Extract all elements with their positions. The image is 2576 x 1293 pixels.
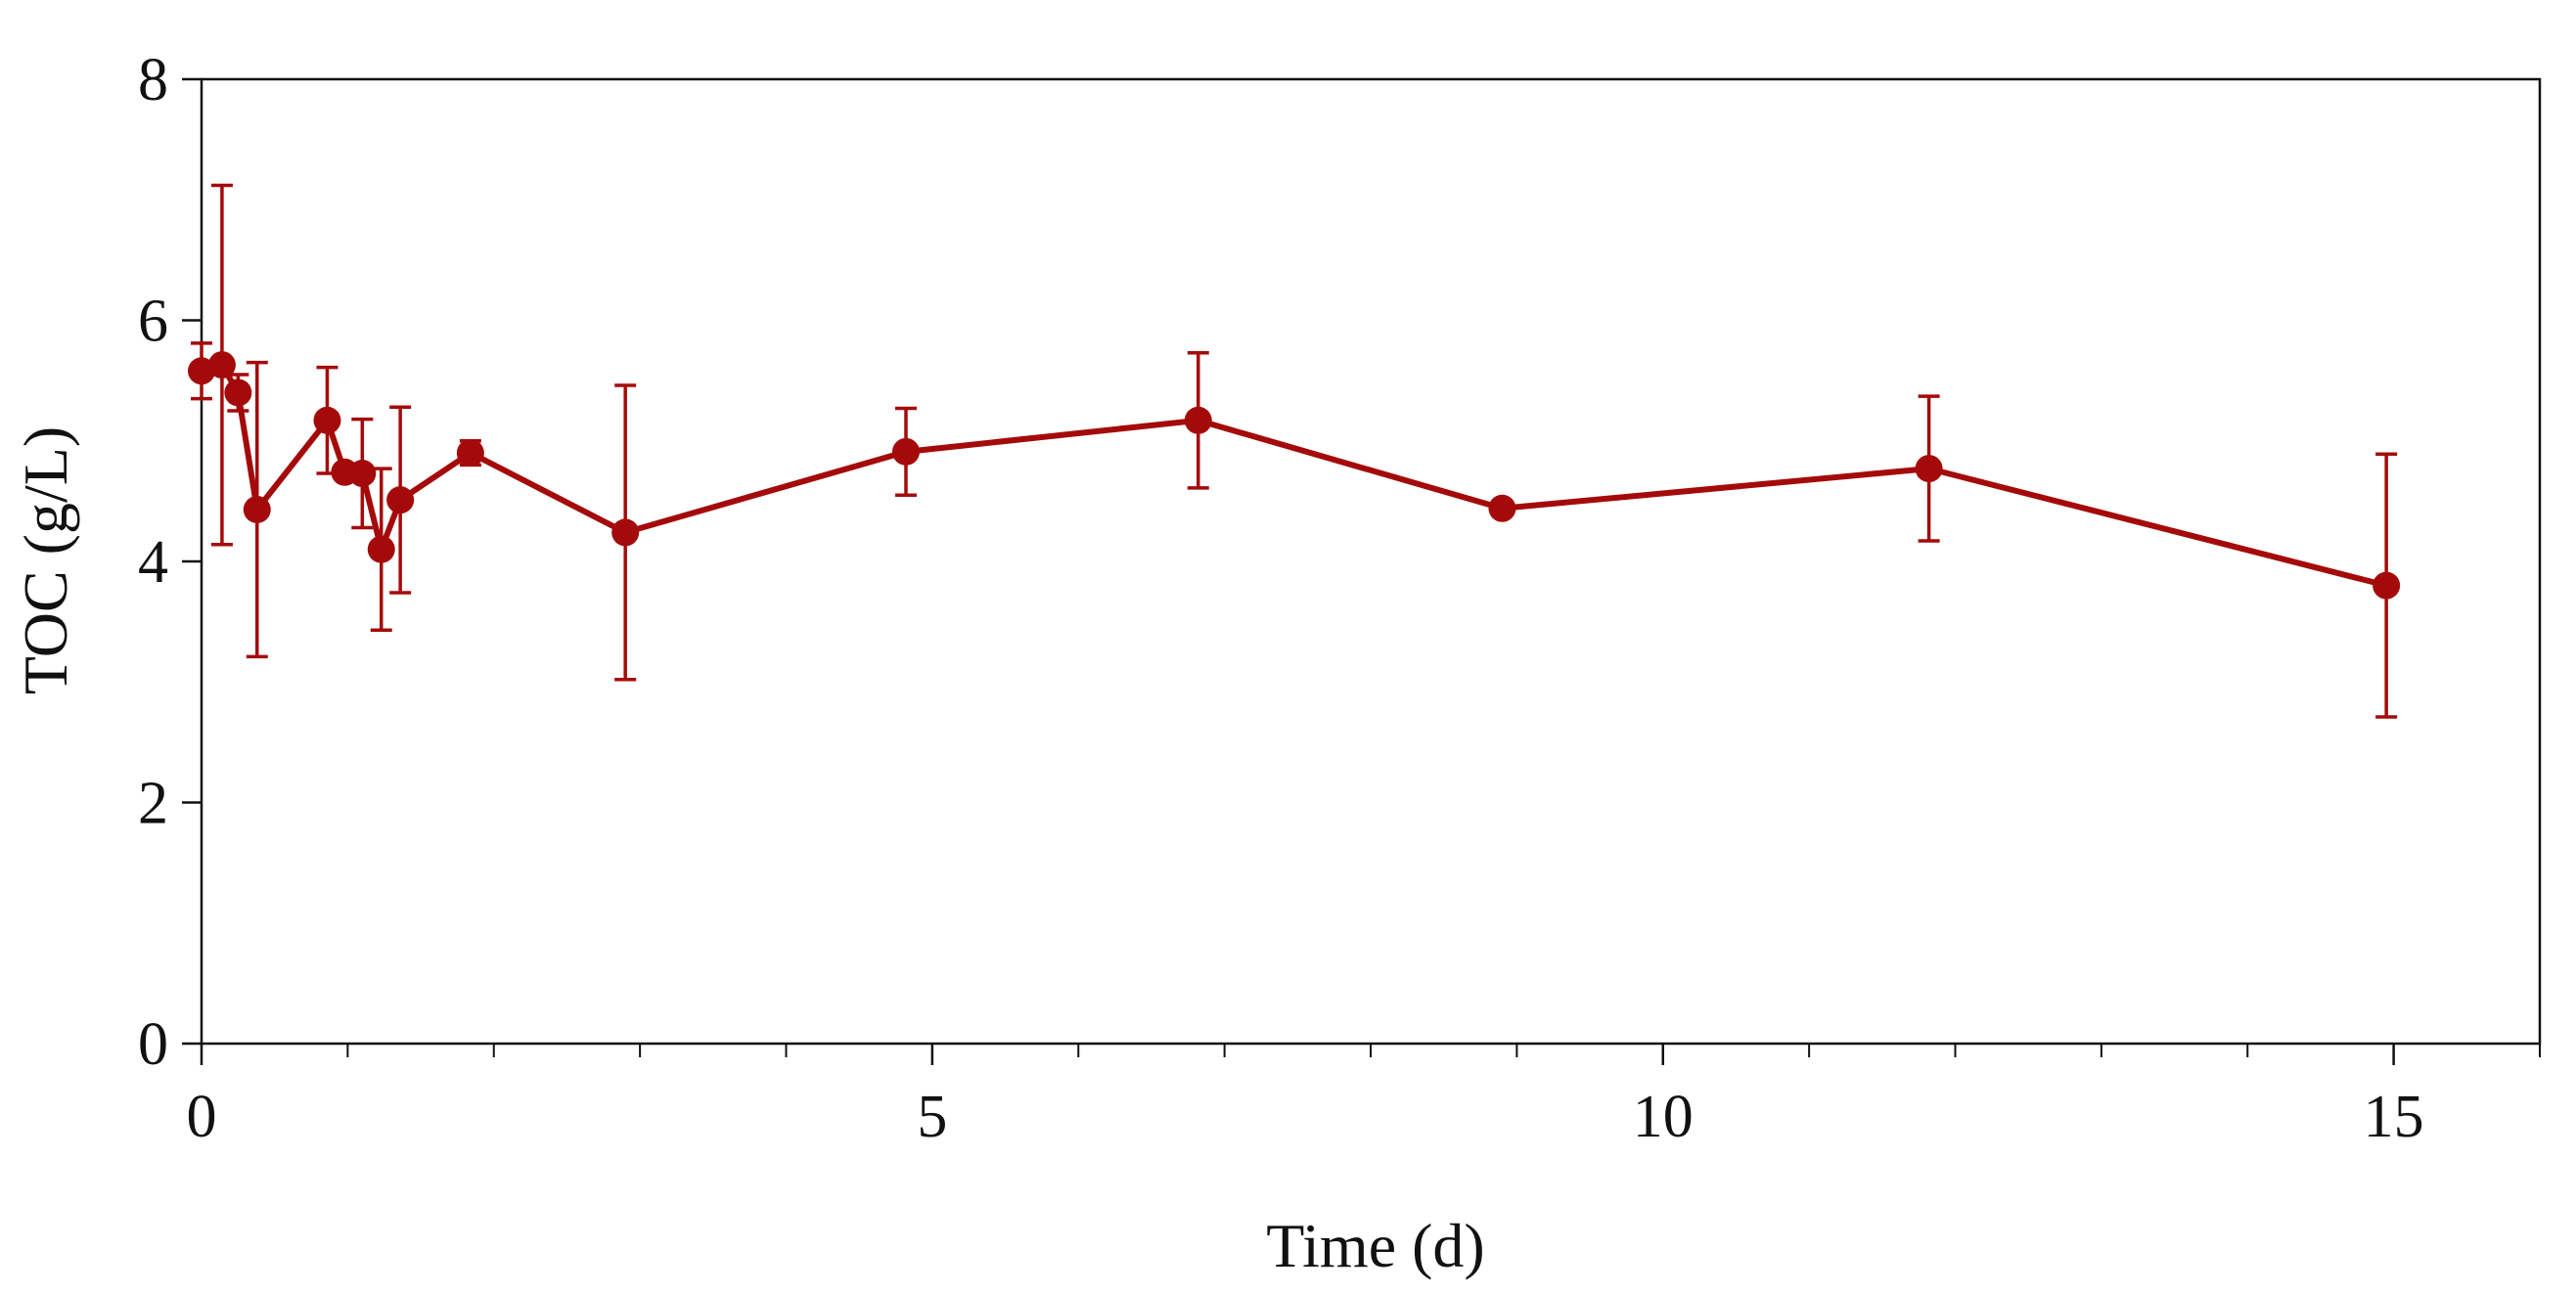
x-axis-title: Time (d): [1266, 1211, 1484, 1280]
x-tick-label: 15: [2364, 1084, 2424, 1150]
data-point: [243, 496, 271, 524]
data-point: [313, 406, 341, 434]
data-point: [386, 486, 415, 514]
y-tick-label: 0: [138, 1011, 168, 1078]
y-tick-label: 6: [138, 289, 168, 355]
plot-frame: [200, 77, 2542, 1046]
data-point: [1915, 455, 1943, 483]
y-tick-label: 2: [138, 771, 168, 837]
data-point: [224, 379, 252, 407]
x-tick-label: 0: [187, 1084, 217, 1150]
data-point: [611, 518, 640, 547]
y-tick-label: 4: [138, 529, 168, 596]
y-axis-title: TOC (g/L): [11, 426, 80, 694]
data-point: [891, 437, 920, 466]
x-tick-label: 10: [1633, 1084, 1694, 1150]
x-tick-label: 5: [917, 1084, 947, 1150]
data-point: [1488, 494, 1516, 522]
data-point: [367, 535, 395, 563]
data-point: [2373, 571, 2401, 600]
y-tick-label: 8: [138, 47, 168, 113]
data-point: [456, 439, 484, 468]
data-point: [207, 351, 236, 379]
data-point: [1184, 406, 1212, 434]
data-point: [348, 460, 377, 488]
series-line: [201, 362, 2387, 589]
